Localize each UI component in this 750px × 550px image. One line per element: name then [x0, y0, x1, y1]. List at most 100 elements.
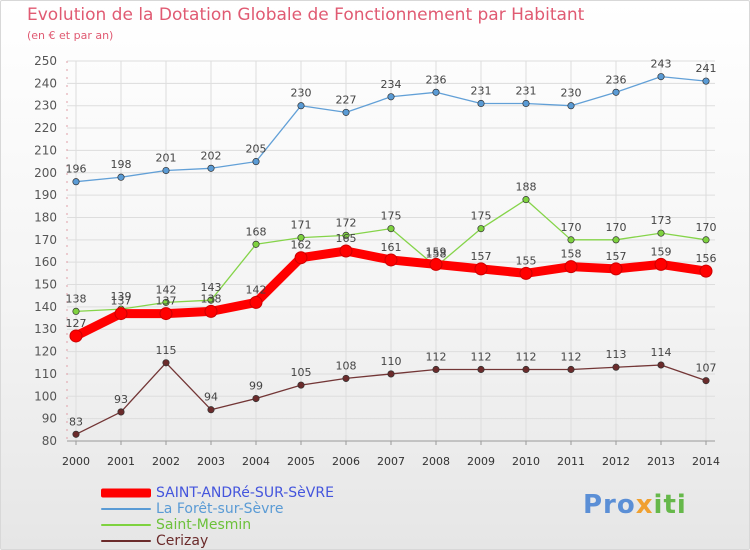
- series-3-data-label: 93: [114, 393, 128, 406]
- series-1-data-label: 231: [471, 84, 492, 97]
- chart-subtitle: (en € et par an): [27, 29, 114, 42]
- series-3-data-label: 108: [336, 359, 357, 372]
- series-3-point: [522, 365, 530, 374]
- series-0-data-label: 157: [606, 250, 627, 263]
- series-3-data-label: 112: [426, 350, 447, 363]
- series-2-data-label: 188: [516, 181, 537, 194]
- y-tick-label: 230: [34, 99, 57, 113]
- series-0-point: [159, 307, 173, 321]
- y-tick-label: 210: [34, 143, 57, 157]
- x-tick-label: 2000: [62, 455, 90, 468]
- series-2-data-label: 143: [201, 281, 222, 294]
- y-tick-label: 130: [34, 322, 57, 336]
- series-3-data-label: 107: [696, 362, 717, 375]
- series-1-point: [432, 88, 440, 96]
- series-2-data-label: 170: [696, 221, 717, 234]
- series-3-point: [567, 365, 575, 374]
- series-3-point: [702, 377, 710, 385]
- series-1-data-label: 202: [201, 149, 222, 162]
- y-tick-label: 110: [34, 367, 57, 381]
- series-2-data-label: 170: [606, 221, 627, 234]
- series-1-point: [522, 99, 530, 108]
- series-0-data-label: 138: [201, 292, 222, 305]
- series-0-data-label: 161: [381, 241, 402, 254]
- series-2-point: [657, 229, 665, 237]
- series-3-point: [72, 430, 80, 438]
- series-0-point: [609, 262, 623, 276]
- series-0-data-label: 159: [426, 245, 447, 258]
- x-tick-label: 2003: [197, 455, 225, 468]
- x-tick-label: 2013: [647, 455, 675, 468]
- series-2-data-label: 175: [471, 210, 492, 223]
- series-0-data-label: 137: [156, 295, 177, 308]
- series-1-data-label: 227: [336, 93, 357, 106]
- series-3-data-label: 115: [156, 344, 177, 357]
- y-tick-label: 190: [34, 188, 57, 202]
- series-0-data-label: 137: [111, 295, 132, 308]
- series-2-point: [207, 296, 215, 304]
- series-0-point: [519, 266, 533, 280]
- legend-label: SAINT-ANDRé-SUR-SèVRE: [156, 485, 334, 501]
- proxiti-logo: Proxiti: [583, 490, 687, 520]
- y-tick-label: 90: [42, 412, 57, 426]
- series-1-data-label: 236: [426, 73, 447, 86]
- series-0-data-label: 157: [471, 250, 492, 263]
- series-0-point: [384, 253, 398, 267]
- series-0-point: [249, 295, 263, 309]
- series-2-point: [567, 236, 575, 244]
- series-0-data-label: 155: [516, 254, 537, 267]
- series-2-data-label: 175: [381, 210, 402, 223]
- series-2-point: [612, 236, 620, 244]
- series-3-point: [117, 408, 125, 416]
- series-2-data-label: 168: [246, 225, 267, 238]
- series-0-data-label: 142: [246, 283, 267, 296]
- y-tick-label: 220: [34, 121, 57, 135]
- series-1-point: [477, 99, 485, 108]
- series-1-data-label: 196: [66, 163, 87, 176]
- series-1-point: [72, 178, 80, 186]
- series-3-data-label: 105: [291, 366, 312, 379]
- y-tick-label: 240: [34, 76, 57, 90]
- y-tick-label: 140: [34, 300, 57, 314]
- series-0-point: [474, 262, 488, 276]
- series-1-point: [567, 102, 575, 110]
- series-1-point: [387, 93, 395, 101]
- series-1-point: [657, 73, 665, 81]
- series-1-data-label: 230: [561, 87, 582, 100]
- logo-part-pro: Pro: [583, 490, 636, 520]
- x-tick-label: 2012: [602, 455, 630, 468]
- series-3-data-label: 112: [471, 350, 492, 363]
- series-2-data-label: 173: [651, 214, 672, 227]
- series-1-data-label: 231: [516, 84, 537, 97]
- series-0-data-label: 127: [66, 317, 87, 330]
- series-1-data-label: 243: [651, 58, 672, 71]
- series-3-point: [162, 359, 170, 367]
- series-1-point: [342, 108, 350, 116]
- y-tick-label: 250: [34, 54, 57, 68]
- series-2-point: [702, 236, 710, 244]
- series-3-point: [657, 361, 665, 369]
- series-3-point: [477, 365, 485, 374]
- series-0-point: [429, 257, 443, 271]
- legend-swatch: [101, 524, 151, 526]
- series-1-point: [207, 164, 215, 172]
- series-2-data-label: 158: [426, 248, 447, 261]
- series-2-data-label: 172: [336, 216, 357, 229]
- series-0-data-label: 156: [696, 252, 717, 265]
- series-3-point: [432, 365, 440, 374]
- series-2-data-label: 170: [561, 221, 582, 234]
- chart-legend: SAINT-ANDRé-SUR-SèVRE La Forêt-sur-Sèvre S…: [101, 485, 421, 549]
- series-1-data-label: 230: [291, 87, 312, 100]
- series-0-point: [69, 329, 83, 343]
- y-tick-label: 160: [34, 255, 57, 269]
- series-0-point: [204, 304, 218, 318]
- series-2-point: [342, 231, 350, 239]
- series-3-data-label: 112: [516, 350, 537, 363]
- series-1-point: [702, 77, 710, 85]
- legend-item: La Forêt-sur-Sèvre: [101, 501, 421, 517]
- series-1-data-label: 205: [246, 143, 267, 156]
- legend-item: SAINT-ANDRé-SUR-SèVRE: [101, 485, 421, 501]
- series-1-point: [297, 102, 305, 110]
- y-tick-label: 80: [42, 434, 57, 448]
